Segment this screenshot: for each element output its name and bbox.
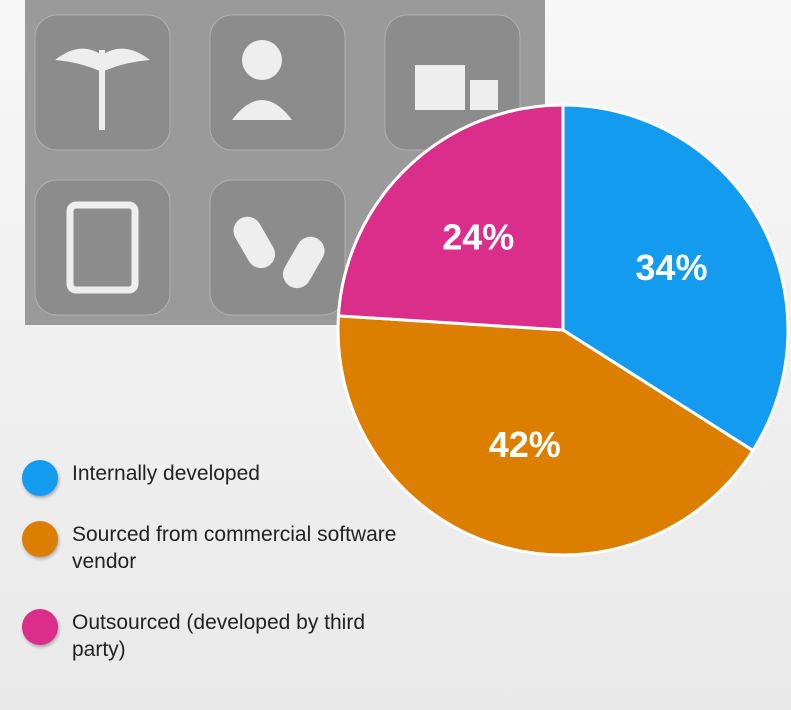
icon-tile <box>34 179 171 316</box>
hospital-icon <box>415 65 465 110</box>
pill-icon <box>233 216 275 269</box>
legend: Internally developed Sourced from commerc… <box>22 460 396 697</box>
hospital-icon <box>470 80 498 110</box>
data-label: 42% <box>489 424 561 465</box>
icon-tile <box>209 14 346 151</box>
legend-item: Outsourced (developed by third party) <box>22 609 382 663</box>
legend-item: Internally developed <box>22 460 382 496</box>
legend-label: Internally developed <box>72 462 260 485</box>
legend-label: Outsourced (developed by third party) <box>72 611 366 661</box>
pie-slice <box>336 103 565 332</box>
pill-icon <box>283 236 325 289</box>
legend-label: Sourced from commercial software vendor <box>72 523 397 573</box>
people-icon <box>232 100 292 120</box>
data-label: 24% <box>442 216 514 257</box>
people-icon <box>242 40 282 80</box>
legend-swatch <box>22 609 58 645</box>
data-label: 34% <box>635 247 707 288</box>
legend-item: Sourced from commercial software vendor <box>22 521 396 575</box>
clipboard-icon <box>66 201 139 294</box>
legend-swatch <box>22 521 58 557</box>
caduceus-icon <box>55 48 150 130</box>
pie-slice <box>336 314 756 557</box>
legend-swatch <box>22 460 58 496</box>
icon-tile <box>209 179 346 316</box>
pie: 34% 42% 24% <box>336 103 790 557</box>
